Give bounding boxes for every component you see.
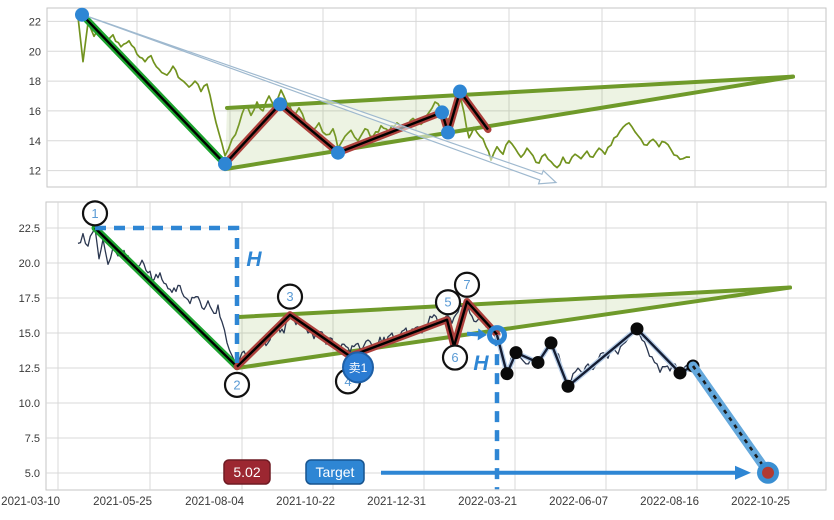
target-drop-line xyxy=(691,365,770,474)
bottom-wedge-upper-line xyxy=(237,285,792,319)
bottom-x-tick-label: 2022-08-16 xyxy=(640,496,699,508)
wave-circle-1: 1 xyxy=(81,200,109,227)
bottom-x-tick-label: 2021-10-22 xyxy=(276,496,335,508)
wave-number-2: 2 xyxy=(233,377,240,392)
forecast-dot xyxy=(561,379,575,393)
wave-circle-2: 2 xyxy=(223,371,251,398)
bottom-x-tick-label: 2021-08-04 xyxy=(185,496,244,508)
bottom-wave-zigzag-core xyxy=(236,300,498,368)
wave-circle-ring-3 xyxy=(276,283,304,310)
h-measure-dashed-1 xyxy=(95,225,240,367)
top-pivot-dot xyxy=(273,97,287,112)
top-y-tick-label: 14 xyxy=(29,136,41,148)
wave-number-5: 5 xyxy=(444,295,451,310)
bottom-y-tick-label: 12.5 xyxy=(19,363,40,375)
wave-circle-ring-1 xyxy=(81,200,109,227)
target-price-box-rect xyxy=(223,459,271,485)
bottom-x-tick-label: 2021-12-31 xyxy=(367,496,426,508)
top-panel: 22 20 18 16 14 12 xyxy=(29,7,827,188)
sell-signal-label: 卖1 xyxy=(349,361,368,375)
top-pivot-dot xyxy=(75,7,89,22)
bottom-panel: 22.5 20.0 17.5 15.0 12.5 10.0 7.5 5.0 2021-03-10… xyxy=(1,200,827,508)
target-label-box-text: Target xyxy=(316,464,355,480)
top-y-tick-label: 18 xyxy=(29,76,41,88)
bottom-y-tick-label: 17.5 xyxy=(19,293,40,305)
top-y-tick-label: 12 xyxy=(29,166,41,178)
bottom-y-tick-label: 22.5 xyxy=(19,223,40,235)
top-pivot-dot xyxy=(218,156,232,171)
wave-circle-ring-5 xyxy=(434,289,462,316)
target-label-box: Target xyxy=(305,459,365,485)
top-pivot-dot xyxy=(453,84,467,99)
wave-circle-ring-2 xyxy=(223,371,251,398)
bottom-y-tick-label: 7.5 xyxy=(25,433,40,445)
top-wedge-lower-line xyxy=(223,74,795,172)
bottom-y-tick-label: 20.0 xyxy=(19,258,40,270)
top-downtrend-line-core xyxy=(81,13,226,165)
top-pivot-dot xyxy=(441,125,455,140)
top-projection-arrow xyxy=(84,14,558,185)
top-price-line xyxy=(77,16,691,169)
target-price-box-text: 5.02 xyxy=(233,464,260,480)
sell-signal-circle xyxy=(342,351,374,384)
bottom-x-tick-label: 2022-03-21 xyxy=(458,496,517,508)
target-hit-marker-inner xyxy=(762,466,774,479)
h-measure-label-2: H xyxy=(473,352,489,375)
wave-number-7: 7 xyxy=(463,277,470,292)
wave-circle-ring-7 xyxy=(453,271,481,298)
bottom-y-tick-label: 15.0 xyxy=(19,328,40,340)
top-pivot-dot xyxy=(435,105,449,120)
bottom-x-tick-label: 2021-03-10 xyxy=(1,496,60,508)
wave-number-3: 3 xyxy=(286,289,293,304)
entry-arrow-head xyxy=(477,328,487,341)
wave-number-1: 1 xyxy=(91,206,98,221)
wave-circle-3: 3 xyxy=(276,283,304,310)
breakdown-ring xyxy=(487,325,507,346)
forecast-dot xyxy=(500,367,514,381)
wave-circle-7: 7 xyxy=(453,271,481,298)
target-arrow-head xyxy=(735,465,751,480)
wave-circle-ring-6 xyxy=(441,344,469,371)
wave-number-6: 6 xyxy=(451,350,458,365)
target-price-box: 5.02 xyxy=(223,459,271,485)
bottom-plot-area xyxy=(45,201,827,491)
bottom-x-tick-label: 2021-05-25 xyxy=(93,496,152,508)
bottom-y-tick-label: 5.0 xyxy=(25,468,40,480)
wave-number-4: 4 xyxy=(344,374,351,389)
top-pivot-dot xyxy=(331,145,345,160)
bottom-x-tick-label: 2022-10-25 xyxy=(731,496,790,508)
top-y-tick-label: 20 xyxy=(29,46,41,58)
wave-circle-6: 6 xyxy=(441,344,469,371)
forecast-dot xyxy=(630,322,644,336)
forecast-dot xyxy=(509,346,523,360)
forecast-dot xyxy=(531,355,545,369)
bottom-x-tick-label: 2022-06-07 xyxy=(549,496,608,508)
forecast-dot xyxy=(673,366,687,380)
bottom-y-tick-label: 10.0 xyxy=(19,398,40,410)
forecast-dot xyxy=(544,336,558,350)
sell-signal-marker: 卖1 xyxy=(342,351,374,384)
bottom-wedge-lower-line xyxy=(235,285,792,371)
top-y-tick-label: 16 xyxy=(29,106,41,118)
top-wedge-upper-line xyxy=(225,74,795,110)
top-y-tick-label: 22 xyxy=(29,16,41,28)
target-label-box-rect xyxy=(305,459,365,485)
wave-circle-5: 5 xyxy=(434,289,462,316)
h-measure-label-1: H xyxy=(246,248,262,271)
bottom-downtrend-line-core xyxy=(94,227,238,368)
entry-arrow-shaft xyxy=(466,331,479,337)
